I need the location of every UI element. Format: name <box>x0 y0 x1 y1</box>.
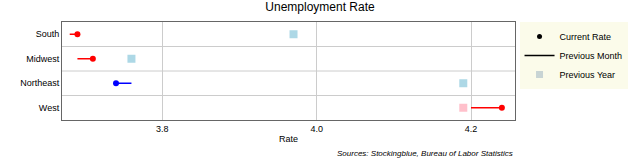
svg-text:3.8: 3.8 <box>156 124 169 134</box>
svg-text:Rate: Rate <box>279 134 298 144</box>
svg-text:Northeast: Northeast <box>20 78 60 88</box>
svg-text:Previous Month: Previous Month <box>560 51 623 61</box>
svg-text:Midwest: Midwest <box>26 54 60 64</box>
svg-text:Previous Year: Previous Year <box>560 70 616 80</box>
svg-text:4.0: 4.0 <box>310 124 323 134</box>
svg-text:Sources: Stockingblue, Bureau: Sources: Stockingblue, Bureau of Labor S… <box>337 149 513 158</box>
svg-text:South: South <box>36 29 60 39</box>
svg-text:Unemployment Rate: Unemployment Rate <box>265 0 375 14</box>
svg-text:4.2: 4.2 <box>465 124 478 134</box>
svg-text:Current Rate: Current Rate <box>560 32 612 42</box>
svg-text:West: West <box>39 103 60 113</box>
